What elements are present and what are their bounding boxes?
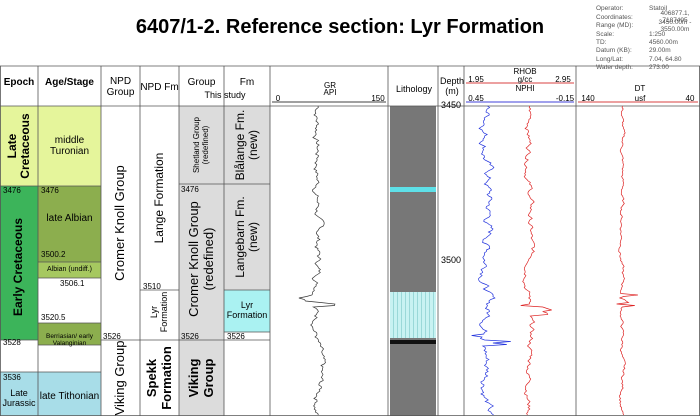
track-unit: g/cc (517, 74, 533, 84)
depth-tick: 3450 (440, 100, 462, 111)
top-depth: 3476 (181, 184, 199, 194)
track-unit: usf (634, 93, 646, 103)
track-name: DT (634, 83, 646, 93)
fm: Langebarn Fm. (new) (232, 196, 260, 278)
column-header: Group (187, 76, 216, 88)
age: late Albian (46, 212, 93, 224)
epoch: Late Cretaceous (4, 113, 32, 179)
age: middle Turonian (49, 135, 90, 157)
top-depth: 3500.2 (41, 249, 66, 259)
info-value: 7.04, 64.80 (649, 55, 682, 63)
age: Berriasian/ early Valanginian (46, 332, 93, 347)
rhob-trace (520, 105, 552, 416)
track-unit: API (323, 87, 337, 97)
column-header: NPD Fm (140, 81, 179, 93)
info-label: Range (MD): (596, 22, 634, 30)
lithology-shale (390, 340, 436, 344)
age: Albian (undiff.) (46, 266, 92, 274)
gr-trace (298, 105, 336, 416)
info-label: TD: (596, 39, 607, 47)
title: 6407/1-2. Reference section: Lyr Formati… (135, 16, 545, 38)
npd-group: Cromer Knoll Group (112, 165, 128, 281)
track-name: NPHI (515, 83, 535, 93)
info-label: Scale: (596, 30, 615, 38)
top-depth: 3506.1 (60, 278, 85, 288)
scale-min: 1.95 (468, 74, 484, 84)
top-depth: 3476 (3, 185, 21, 195)
top-depth: 3526 (227, 331, 245, 341)
top-depth: 3526 (103, 331, 121, 341)
scale-max: 40 (685, 93, 695, 103)
top-depth: 3528 (3, 337, 21, 347)
late-albian-bg (38, 186, 101, 262)
age: late Tithonian (39, 390, 100, 402)
track-name: RHOB (513, 66, 537, 76)
late-cretaceous-bg (0, 106, 38, 186)
column-header: Depth (m) (439, 76, 465, 96)
epoch: Early Cretaceous (11, 217, 26, 317)
group-bg (179, 106, 224, 416)
albian-undiff-bg (38, 262, 101, 278)
top-depth: 3526 (181, 331, 199, 341)
npd-fm: Spekk Formation (144, 346, 174, 410)
info-label: Long/Lat: (596, 55, 624, 63)
lithology-sand (390, 187, 436, 192)
track-name: GR (324, 80, 336, 90)
npd-fm: Lange Formation (151, 152, 166, 244)
npd-fm: Lyr Formation (148, 291, 169, 333)
info-value: 29.00m (649, 47, 671, 55)
tithonian-bg (38, 372, 101, 416)
scale-max: 2.95 (555, 74, 571, 84)
dt-trace (616, 105, 638, 416)
fm-bg (224, 106, 270, 290)
top-depth: 3520.5 (41, 312, 66, 322)
group: Shetland Group (redefined) (191, 116, 210, 174)
info-label: Operator: (596, 5, 624, 13)
column-header: NPD Group (106, 76, 135, 98)
info-label: Water depth: (596, 64, 633, 72)
top-depth: 3536 (3, 372, 21, 382)
turonian-bg (38, 106, 101, 186)
scale-min: 0 (275, 93, 281, 103)
scale-min: 0.45 (468, 93, 484, 103)
group: Cromer Knoll Group (redefined) (186, 201, 216, 317)
info-value: 1:250 (649, 30, 666, 38)
depth-tick: 3500 (440, 255, 462, 266)
lithology-sand (390, 292, 436, 338)
info-value: 4560.00m (649, 39, 678, 47)
column-header: Epoch (3, 76, 35, 88)
fm: Blålange Fm. (new) (232, 109, 260, 181)
early-cretaceous-bg (0, 186, 38, 340)
column-header: Fm (239, 76, 255, 88)
column-header: Age/Stage (45, 76, 94, 88)
npd-group: Viking Group (112, 340, 128, 416)
info-value: 3450.00m - 3550.00m (658, 18, 692, 33)
info-value: 406877.1, 7187495 (660, 10, 690, 25)
column-header: Lithology (395, 84, 433, 95)
nphi-trace (471, 105, 511, 416)
info-label: Datum (KB): (596, 47, 632, 55)
info-label: Coordinates: (596, 13, 633, 21)
scale-min: 140 (581, 93, 595, 103)
scale-max: 150 (371, 93, 385, 103)
top-depth: 3510 (143, 281, 161, 291)
group: Viking Group (186, 358, 216, 398)
epoch: Late Jurassic (2, 388, 36, 408)
scale-max: -0.15 (555, 93, 575, 103)
fm: Lyr Formation (226, 300, 268, 320)
info-value: 273.00 (649, 64, 669, 72)
column-header: This study (204, 90, 246, 101)
late-jurassic-bg (0, 372, 38, 416)
lyr-fm-bg (224, 290, 270, 332)
lithology-bg (390, 106, 436, 416)
info-value: Statoil (649, 5, 668, 13)
top-depth: 3476 (41, 185, 59, 195)
berriasian-bg (38, 323, 101, 345)
